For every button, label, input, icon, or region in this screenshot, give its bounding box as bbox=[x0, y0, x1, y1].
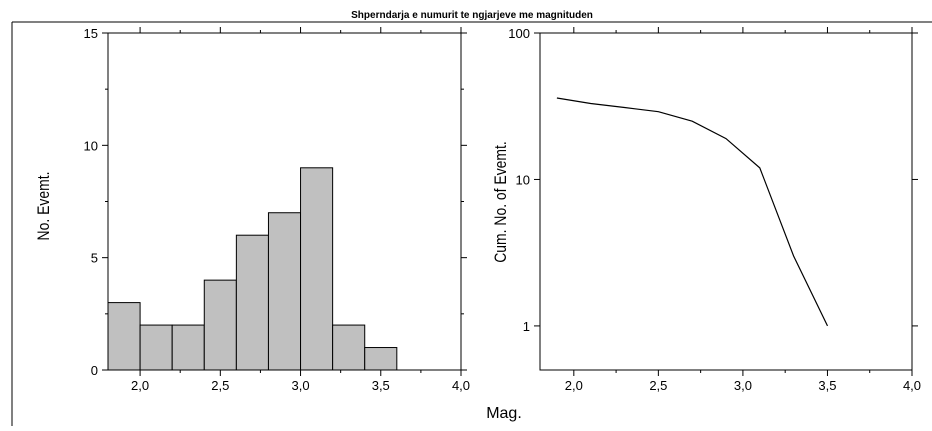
histogram-bar bbox=[365, 348, 397, 370]
x-tick-label: 4,0 bbox=[452, 378, 470, 393]
cumulative-series bbox=[557, 98, 828, 326]
y-tick-label: 1 bbox=[523, 319, 530, 334]
histogram-bar bbox=[333, 325, 365, 370]
x-tick-label: 2,0 bbox=[131, 378, 149, 393]
cumulative-plot-frame bbox=[540, 33, 912, 370]
y-tick-label: 10 bbox=[84, 138, 98, 153]
figure-title: Shperndarja e numurit te ngjarjeve me ma… bbox=[351, 10, 593, 21]
histogram-bar bbox=[204, 280, 236, 370]
y-tick-label: 5 bbox=[91, 251, 98, 266]
y-tick-label: 100 bbox=[508, 26, 530, 41]
cumulative-y-ticks: 1 10 100 bbox=[508, 26, 918, 334]
x-tick-label: 3,5 bbox=[818, 378, 836, 393]
histogram-bar bbox=[108, 303, 140, 370]
x-tick-label: 4,0 bbox=[903, 378, 921, 393]
x-tick-label: 2,5 bbox=[211, 378, 229, 393]
cumulative-panel: 2,0 2,5 3,0 3,5 4,0 1 10 100 Cum. No. of Evemt… bbox=[492, 26, 921, 393]
y-tick-label: 0 bbox=[91, 363, 98, 378]
x-tick-label: 3,0 bbox=[292, 378, 310, 393]
x-tick-label: 3,5 bbox=[372, 378, 390, 393]
x-tick-label: 3,0 bbox=[734, 378, 752, 393]
y-tick-label: 10 bbox=[516, 172, 530, 187]
histogram-panel: 2,0 2,5 3,0 3,5 4,0 0 5 10 15 No. Evemt. bbox=[35, 26, 470, 393]
y-tick-label: 15 bbox=[84, 26, 98, 41]
histogram-bar bbox=[268, 213, 300, 370]
shared-x-axis-label: Mag. bbox=[486, 405, 522, 422]
cumulative-y-axis-label: Cum. No. of Evemt. bbox=[492, 141, 511, 263]
histogram-bar bbox=[236, 235, 268, 370]
histogram-bar bbox=[140, 325, 172, 370]
x-tick-label: 2,5 bbox=[649, 378, 667, 393]
x-tick-label: 2,0 bbox=[565, 378, 583, 393]
cumulative-x-ticks: 2,0 2,5 3,0 3,5 4,0 bbox=[565, 27, 921, 393]
cumulative-line bbox=[557, 98, 828, 326]
histogram-bar bbox=[301, 168, 333, 370]
histogram-bar bbox=[172, 325, 204, 370]
histogram-bars bbox=[108, 168, 397, 370]
histogram-y-axis-label: No. Evemt. bbox=[35, 172, 54, 241]
